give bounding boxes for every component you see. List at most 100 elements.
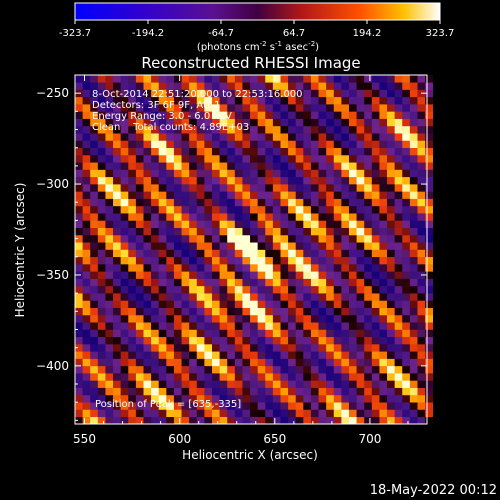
heatmap-cell: [97, 125, 106, 134]
heatmap-cell: [310, 96, 319, 105]
heatmap-cell: [211, 387, 220, 396]
heatmap-cell: [151, 264, 160, 272]
heatmap-cell: [82, 300, 91, 308]
heatmap-cell: [379, 249, 388, 258]
heatmap-cell: [310, 402, 319, 410]
heatmap-cell: [272, 336, 281, 345]
heatmap-cell: [82, 256, 91, 265]
heatmap-cell: [348, 293, 357, 301]
heatmap-cell: [120, 169, 129, 178]
heatmap-cell: [295, 249, 304, 258]
heatmap-cell: [181, 234, 190, 243]
heatmap-cell: [288, 104, 297, 112]
heatmap-cell: [143, 147, 152, 156]
heatmap-cell: [113, 104, 121, 112]
heatmap-cell: [120, 242, 129, 250]
heatmap-cell: [288, 227, 297, 236]
heatmap-cell: [310, 147, 319, 156]
y-axis-label: Heliocentric Y (arcsec): [13, 183, 27, 318]
heatmap-cell: [288, 249, 297, 258]
heatmap-cell: [387, 133, 395, 141]
heatmap-cell: [219, 358, 228, 367]
heatmap-cell: [234, 329, 243, 338]
heatmap-cell: [151, 256, 160, 265]
heatmap-cell: [295, 387, 304, 396]
heatmap-cell: [97, 140, 106, 149]
heatmap-cell: [189, 162, 198, 170]
heatmap-cell: [250, 402, 258, 410]
heatmap-cell: [280, 198, 289, 207]
heatmap-cell: [326, 409, 335, 418]
heatmap-cell: [425, 111, 434, 119]
heatmap-cell: [394, 264, 403, 272]
heatmap-cell: [219, 307, 228, 316]
heatmap-cell: [219, 300, 228, 308]
heatmap-cell: [417, 184, 426, 192]
heatmap-cell: [105, 205, 114, 214]
heatmap-cell: [82, 82, 91, 90]
heatmap-cell: [280, 96, 289, 105]
heatmap-cell: [280, 133, 289, 141]
heatmap-cell: [196, 198, 205, 207]
colorbar-tick-label: -323.7: [59, 28, 91, 39]
heatmap-cell: [295, 220, 304, 228]
heatmap-cell: [394, 162, 403, 170]
heatmap-cell: [204, 314, 213, 323]
heatmap-cell: [97, 154, 106, 163]
heatmap-cell: [409, 96, 418, 105]
heatmap-cell: [295, 351, 304, 359]
heatmap-cell: [242, 387, 251, 396]
heatmap-cell: [97, 402, 106, 410]
heatmap-cell: [364, 256, 373, 265]
heatmap-cell: [348, 387, 357, 396]
heatmap-cell: [379, 154, 388, 163]
heatmap-cell: [90, 394, 99, 403]
heatmap-cell: [219, 373, 228, 381]
heatmap-cell: [90, 227, 99, 236]
heatmap-cell: [341, 220, 350, 228]
heatmap-cell: [341, 125, 350, 134]
heatmap-cell: [211, 227, 220, 236]
heatmap-cell: [371, 118, 380, 127]
heatmap-cell: [97, 234, 106, 243]
heatmap-cell: [143, 278, 152, 287]
heatmap-cell: [303, 402, 312, 410]
heatmap-cell: [227, 293, 236, 301]
heatmap-cell: [295, 365, 304, 374]
heatmap-cell: [105, 409, 114, 418]
heatmap-cell: [348, 89, 357, 98]
heatmap-cell: [181, 264, 190, 272]
heatmap-cell: [318, 242, 327, 250]
heatmap-cell: [288, 176, 297, 185]
heatmap-cell: [204, 169, 213, 178]
heatmap-cell: [265, 140, 274, 149]
heatmap-cell: [250, 75, 258, 83]
heatmap-cell: [234, 169, 243, 178]
heatmap-cell: [425, 242, 434, 250]
heatmap-cell: [181, 125, 190, 134]
heatmap-cell: [318, 89, 327, 98]
heatmap-cell: [204, 336, 213, 345]
heatmap-cell: [82, 329, 91, 338]
heatmap-cell: [425, 402, 434, 410]
heatmap-cell: [425, 75, 434, 83]
heatmap-cell: [242, 176, 251, 185]
heatmap-cell: [143, 96, 152, 105]
heatmap-cell: [394, 271, 403, 279]
heatmap-cell: [234, 75, 243, 83]
heatmap-cell: [128, 242, 137, 250]
heatmap-cell: [120, 147, 129, 156]
heatmap-cell: [120, 104, 129, 112]
heatmap-cell: [128, 133, 137, 141]
heatmap-cell: [97, 205, 106, 214]
heatmap-cell: [257, 344, 266, 352]
heatmap-cell: [151, 169, 160, 178]
heatmap-cell: [333, 409, 342, 418]
heatmap-cell: [288, 402, 297, 410]
heatmap-cell: [166, 176, 175, 185]
heatmap-cell: [113, 242, 121, 250]
heatmap-cell: [409, 176, 418, 185]
heatmap-cell: [425, 220, 434, 228]
heatmap-cell: [417, 278, 426, 287]
heatmap-cell: [341, 344, 350, 352]
